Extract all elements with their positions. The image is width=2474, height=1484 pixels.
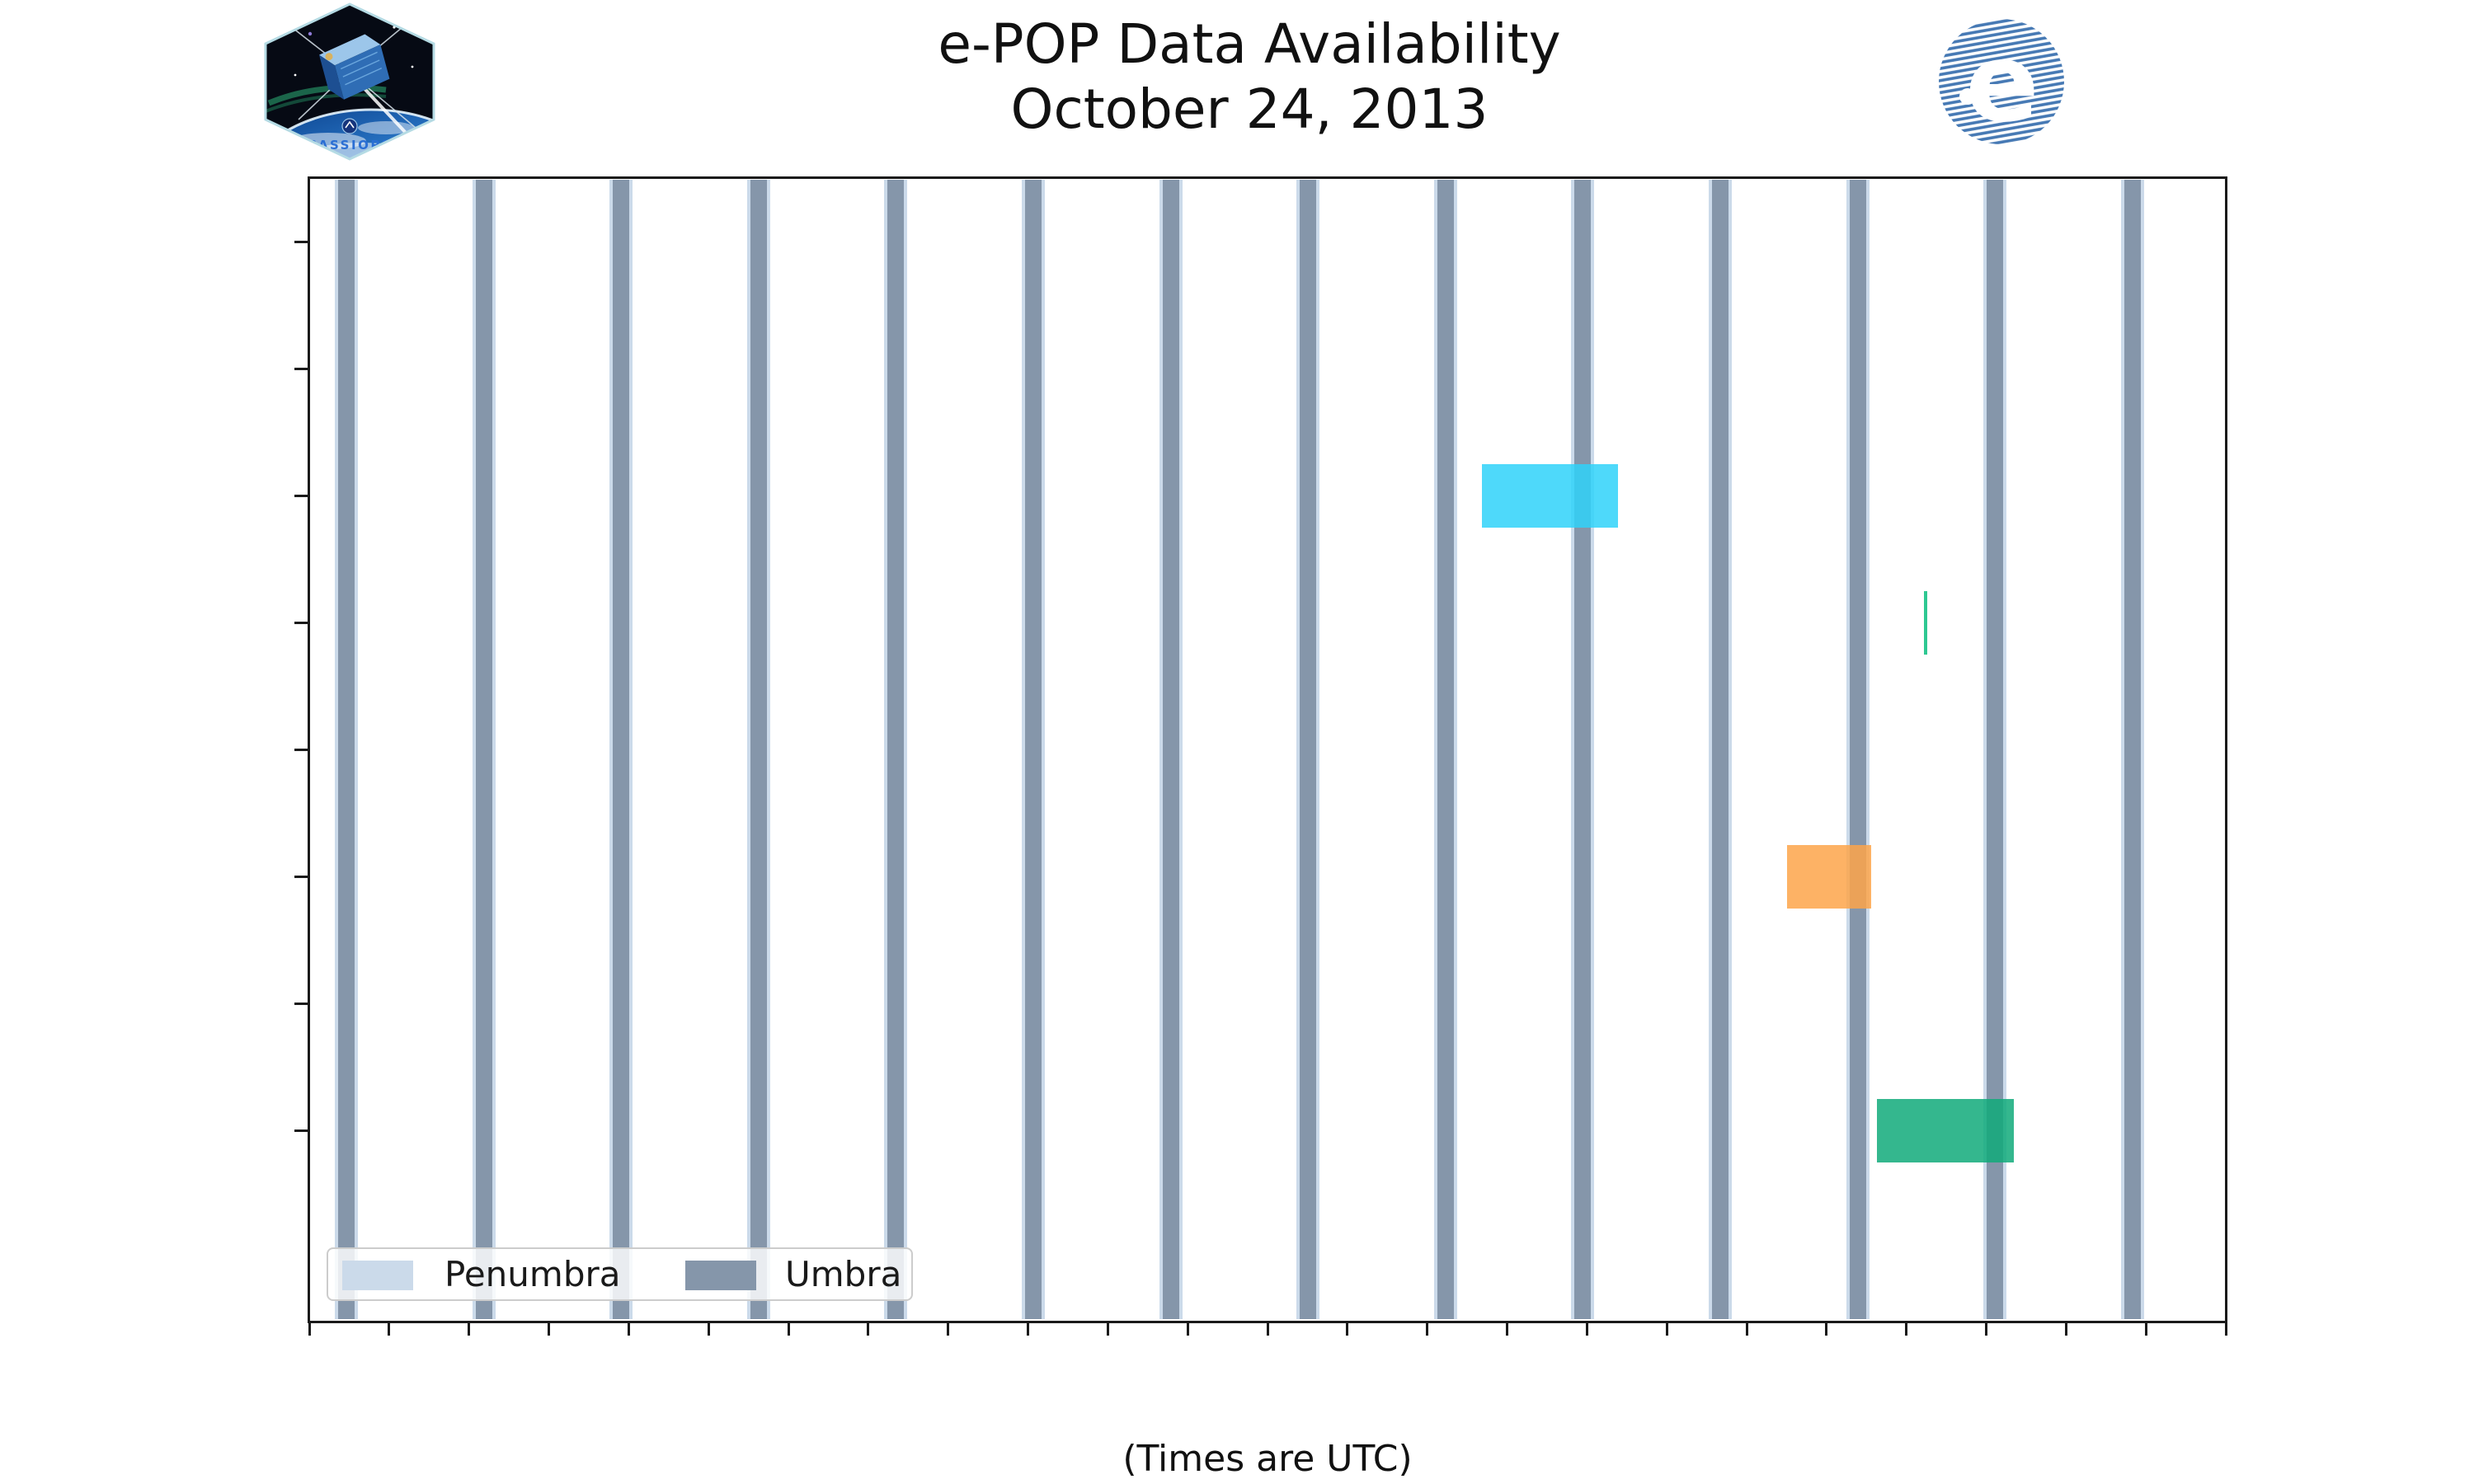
x-tick-19 [1825, 1322, 1828, 1336]
x-tick-1 [388, 1322, 391, 1336]
x-tick-10 [1106, 1322, 1109, 1336]
y-tick-sei [294, 1129, 309, 1132]
umbra-band-4 [887, 180, 905, 1319]
y-tick-fai [294, 368, 309, 371]
y-tick-irm [294, 622, 309, 625]
umbra-band-13 [2124, 180, 2141, 1319]
umbra-band-11 [1849, 180, 1866, 1319]
umbra-band-12 [1987, 180, 2004, 1319]
x-axis-title: (Times are UTC) [1122, 1438, 1413, 1480]
y-tick-mgf [294, 749, 309, 751]
x-tick-20 [1905, 1322, 1908, 1336]
x-tick-0 [308, 1322, 311, 1336]
esa-globe-icon: e [1939, 19, 2064, 147]
y-tick-nms [294, 875, 309, 878]
umbra-band-5 [1025, 180, 1042, 1319]
chart-title-block: e-POP Data Availability October 24, 2013 [938, 12, 1560, 142]
x-tick-4 [627, 1322, 630, 1336]
availability-block-irm [1923, 591, 1927, 655]
y-tick-rri [294, 1002, 309, 1005]
svg-text:e: e [1965, 20, 2039, 147]
x-tick-5 [707, 1322, 710, 1336]
availability-block-gap [1481, 464, 1619, 528]
x-tick-7 [867, 1322, 870, 1336]
cassiope-mission-patch: CASSIOPE [262, 2, 437, 164]
availability-block-nms [1787, 844, 1872, 909]
x-tick-12 [1266, 1322, 1269, 1336]
umbra-band-6 [1162, 180, 1179, 1319]
legend-swatch-penumbra [342, 1261, 413, 1290]
cassiope-patch-graphic: CASSIOPE [264, 2, 435, 161]
umbra-band-1 [475, 180, 492, 1319]
x-tick-13 [1346, 1322, 1349, 1336]
legend-label-umbra: Umbra [785, 1254, 902, 1294]
x-tick-15 [1506, 1322, 1508, 1336]
umbra-band-9 [1574, 180, 1592, 1319]
chart-title: e-POP Data Availability [938, 12, 1561, 76]
x-tick-18 [1745, 1322, 1748, 1336]
x-tick-24 [2224, 1322, 2227, 1336]
umbra-band-2 [613, 180, 630, 1319]
x-tick-22 [2064, 1322, 2067, 1336]
x-tick-8 [947, 1322, 950, 1336]
umbra-band-0 [338, 180, 355, 1319]
x-tick-14 [1426, 1322, 1429, 1336]
x-tick-2 [468, 1322, 471, 1336]
umbra-band-7 [1300, 180, 1317, 1319]
umbra-band-3 [750, 180, 767, 1319]
x-tick-9 [1027, 1322, 1029, 1336]
x-tick-17 [1665, 1322, 1668, 1336]
x-tick-11 [1186, 1322, 1189, 1336]
x-tick-23 [2144, 1322, 2147, 1336]
umbra-band-8 [1437, 180, 1454, 1319]
umbra-band-10 [1712, 180, 1729, 1319]
x-tick-3 [548, 1322, 550, 1336]
chart-subtitle: October 24, 2013 [1010, 77, 1489, 141]
legend: Penumbra Umbra [327, 1247, 913, 1301]
x-tick-21 [1985, 1322, 1987, 1336]
legend-label-penumbra: Penumbra [444, 1254, 621, 1294]
availability-block-sei [1876, 1098, 2015, 1162]
y-tick-gap [294, 495, 309, 498]
legend-swatch-umbra [685, 1261, 756, 1290]
x-tick-6 [787, 1322, 790, 1336]
x-tick-16 [1585, 1322, 1588, 1336]
y-tick-cer [294, 241, 309, 244]
esa-logo: e esa [1936, 18, 2474, 167]
